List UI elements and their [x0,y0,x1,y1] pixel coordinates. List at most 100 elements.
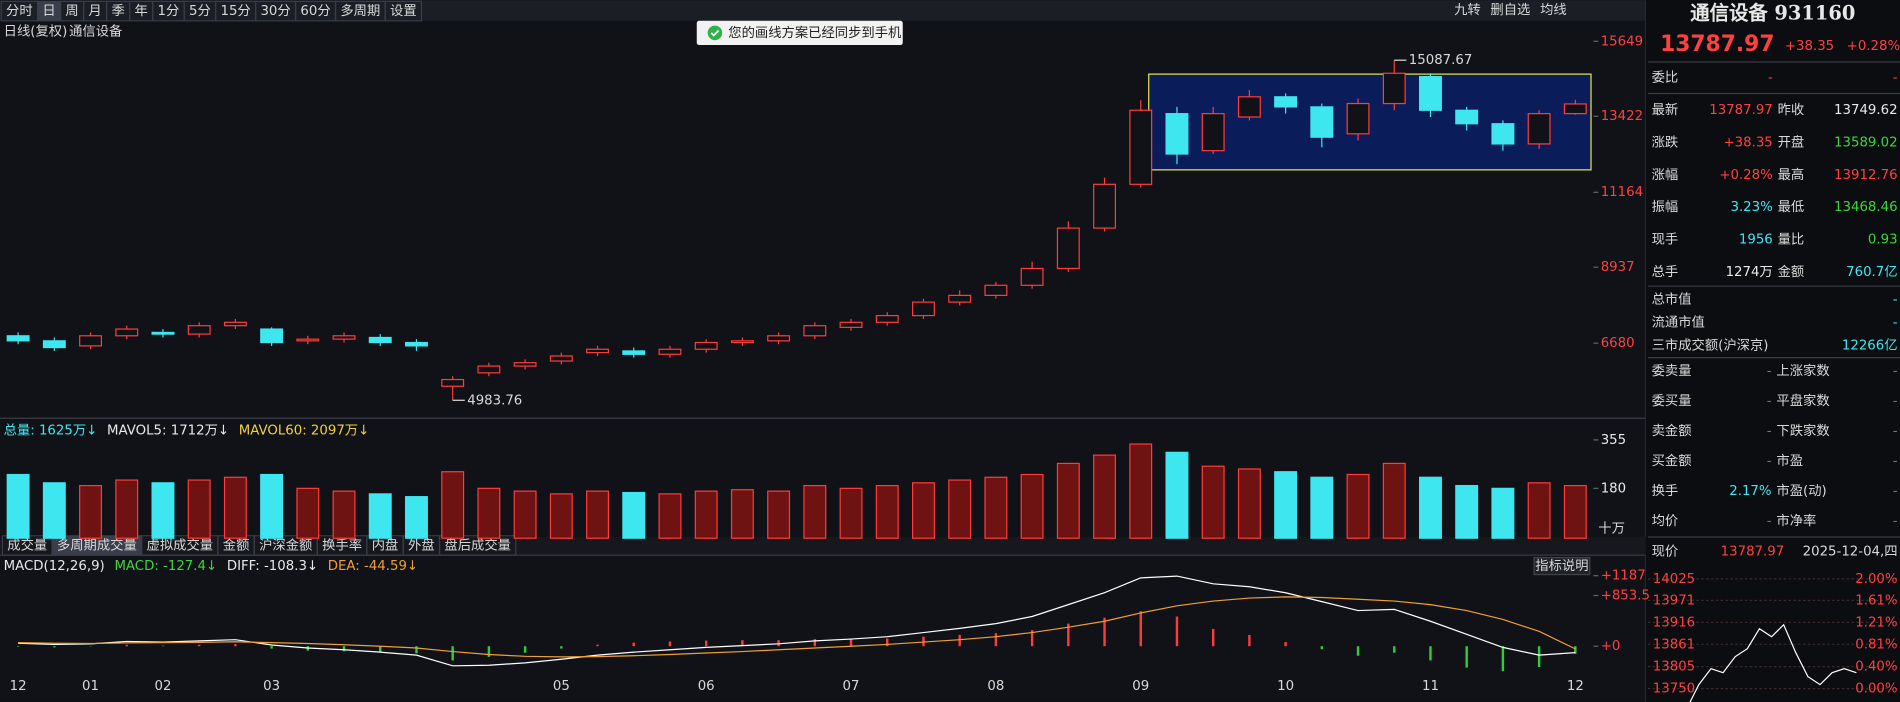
quote-label: 开盘 [1778,133,1805,150]
volume-tab[interactable]: 内盘 [372,536,399,553]
pct-label: 0.00% [1855,682,1897,697]
volume-bar [42,482,66,539]
volume-tab[interactable]: 换手率 [322,536,362,553]
candle-body [368,336,392,344]
candle-body [1129,109,1153,185]
book-value: - [1893,394,1898,409]
candle-body [441,378,465,387]
market-label: 流通市值 [1652,314,1705,331]
period-button[interactable]: 设置 [390,3,417,19]
period-button[interactable]: 年 [134,3,147,19]
quote-value: - [1768,71,1773,86]
volume-bar [549,493,573,539]
book-label: 换手 [1652,483,1679,499]
volume-tab[interactable]: 金额 [223,537,250,553]
period-button[interactable]: 15分 [220,3,250,19]
help-button[interactable] [1533,556,1591,576]
period-button[interactable]: 周 [65,4,78,19]
x-tick-label: 12 [10,679,27,694]
period-button[interactable]: 30分 [260,3,290,19]
book-value: - [1767,364,1772,379]
volume-header: MAVOL5: 1712万↓ [107,423,229,438]
volume-bar [1165,451,1189,539]
candle-body [1020,267,1044,286]
book-label: 卖金额 [1652,423,1692,439]
volume-bar [1020,473,1044,539]
candle-body [1455,109,1479,125]
macd-line [18,596,1576,658]
period-button[interactable]: 1分 [158,3,180,19]
market-label: 总市值 [1652,291,1692,308]
quote-price: 13787.97 [1660,32,1774,57]
volume-tab[interactable]: 虚拟成交量 [147,536,214,553]
volume-bar [187,479,211,539]
candle-body [1418,76,1442,111]
quote-value: 13468.46 [1834,200,1898,215]
period-button[interactable]: 5分 [189,3,211,19]
intraday-price: 13787.97 [1721,545,1785,560]
candle-body [1165,113,1189,155]
pct-label: 0.81% [1855,637,1897,652]
help-text[interactable]: 指标说明 [1535,558,1588,574]
x-tick-label: 07 [843,679,860,694]
volume-tab[interactable]: 成交量 [7,536,47,553]
volume-tab-bar [0,537,1646,556]
x-tick-label: 09 [1132,679,1149,694]
book-value: - [1893,364,1898,379]
candle-body [948,294,972,303]
period-button-box[interactable] [384,0,423,22]
y-tick-label: 11164 [1601,185,1643,200]
book-label: 市净率 [1776,512,1816,529]
x-tick-label: 03 [263,679,280,694]
period-button[interactable]: 60分 [300,3,330,19]
toolbar-button[interactable]: 九转 [1454,2,1481,18]
pct-label: 2.00% [1855,572,1897,587]
candle-body [42,340,66,349]
volume-header: MAVOL60: 2097万↓ [239,423,370,438]
candle-body [1527,113,1551,145]
market-value: - [1893,293,1898,308]
volume-bar [1418,476,1442,539]
volume-bar [658,493,682,539]
y-tick-label: 13750 [1653,682,1695,697]
subheader-period: 日线(复权) [4,23,68,40]
period-button[interactable]: 日 [42,4,55,19]
volume-tab[interactable]: 盘后成交量 [444,536,511,553]
period-button[interactable]: 多周期 [340,2,380,19]
volume-bar [1382,462,1406,539]
book-label: 市盈(动) [1776,482,1826,499]
candle-body [223,321,247,327]
book-value: - [1767,394,1772,409]
book-value: - [1893,514,1898,529]
candle-body [767,335,791,342]
volume-bar [586,490,610,539]
candle-body [477,365,501,374]
x-tick-label: 08 [987,679,1004,694]
quote-label: 振幅 [1652,199,1679,215]
quote-panel [1645,0,1900,702]
period-button[interactable]: 分时 [6,3,33,19]
toolbar-button[interactable]: 删自选 [1490,2,1530,18]
candle-body [984,284,1008,297]
volume-bar [441,471,465,539]
volume-tab[interactable]: 沪深金额 [259,537,312,553]
volume-tab[interactable]: 多周期成交量 [57,536,137,553]
y-tick-label: 13916 [1653,615,1695,630]
volume-bar [6,473,30,539]
book-value: - [1893,424,1898,439]
period-button[interactable]: 季 [111,3,124,19]
candle-body [187,325,211,335]
quote-name: 通信设备 931160 [1690,2,1855,25]
volume-tab[interactable]: 外盘 [408,536,435,553]
book-value: - [1767,514,1772,529]
volume-bar [513,490,537,539]
period-button[interactable]: 月 [88,4,101,19]
volume-bar [767,490,791,539]
y-tick-label: +0 [1601,639,1621,654]
candle-body [151,331,175,335]
toolbar-button[interactable]: 均线 [1540,2,1567,18]
pct-label: 1.21% [1855,615,1897,630]
candle-body [694,341,718,350]
book-label: 市盈 [1776,452,1803,469]
y-tick-label: 8937 [1601,260,1635,275]
